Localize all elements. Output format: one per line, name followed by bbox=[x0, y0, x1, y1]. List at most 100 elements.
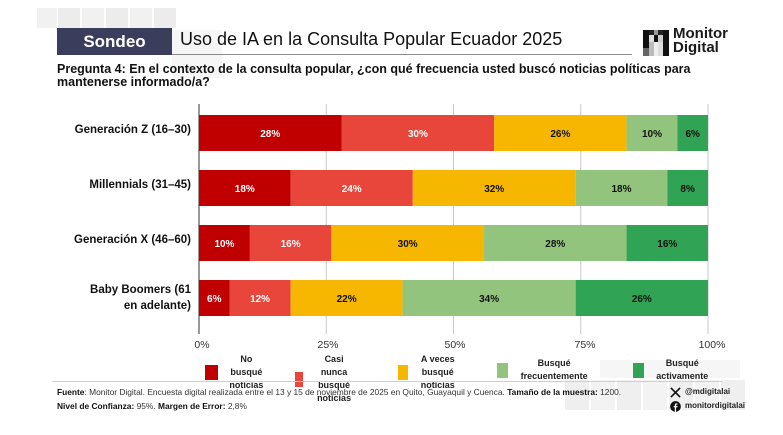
x-social-link[interactable]: @mdigitalai bbox=[670, 385, 745, 399]
x-tick-label: 25% bbox=[317, 339, 339, 351]
legend-swatch bbox=[398, 365, 408, 380]
bar-data-label: 26% bbox=[550, 129, 570, 140]
legend-label: No busqué bbox=[230, 354, 263, 377]
x-tick-label: 50% bbox=[444, 339, 466, 351]
bar-data-label: 16% bbox=[657, 239, 677, 250]
bar-segment bbox=[575, 170, 668, 206]
sample-label: Tamaño de la muestra: bbox=[507, 387, 598, 397]
error-label: Margen de Error: bbox=[158, 400, 226, 411]
x-tick-label: 0% bbox=[194, 339, 210, 351]
legend-swatch bbox=[497, 362, 509, 378]
bar-segment bbox=[290, 170, 413, 206]
footer-notes: Fuente: Monitor Digital. Encuesta digita… bbox=[57, 386, 657, 413]
error-value: 2,8% bbox=[227, 400, 247, 411]
category-label: Generación Z (16–30) bbox=[74, 124, 191, 136]
legend-label: Casi nunca busqué bbox=[318, 354, 351, 390]
bar-data-label: 18% bbox=[235, 184, 255, 195]
bar-data-label: 22% bbox=[337, 294, 357, 305]
legend-item-a-veces: A veces busqué noticias bbox=[398, 353, 458, 392]
confidence-value: 95%. bbox=[136, 400, 156, 411]
bar-segment bbox=[229, 280, 291, 316]
sondeo-badge: Sondeo bbox=[57, 28, 172, 55]
legend-item-activamente: Busqué activamente bbox=[633, 357, 711, 383]
footer-source-line: Fuente: Monitor Digital. Encuesta digita… bbox=[57, 386, 657, 400]
x-handle: @mdigitalai bbox=[685, 387, 731, 396]
bar-data-label: 24% bbox=[342, 184, 362, 195]
bar-segment bbox=[402, 280, 576, 316]
logo-mark-icon bbox=[643, 30, 669, 56]
bar-segment bbox=[494, 115, 627, 151]
bar-segment bbox=[199, 280, 230, 316]
legend-item-frecuentemente: Busqué frecuentemente bbox=[497, 357, 590, 383]
legend-label: noticias bbox=[420, 380, 455, 390]
bar-data-label: 30% bbox=[408, 129, 428, 140]
bar-data-label: 12% bbox=[250, 294, 270, 305]
legend-label: noticias bbox=[229, 380, 264, 390]
bar-segment bbox=[412, 170, 576, 206]
bar-segment bbox=[626, 225, 708, 261]
footer-divider bbox=[52, 381, 722, 382]
x-tick-label: 75% bbox=[574, 339, 596, 351]
bar-segment bbox=[249, 225, 332, 261]
category-label: Generación X (46–60) bbox=[74, 234, 191, 246]
legend-label: Busqué activamente bbox=[656, 358, 709, 381]
bar-data-label: 18% bbox=[611, 184, 631, 195]
category-label: Millennials (31–45) bbox=[89, 179, 191, 191]
category-label: Baby Boomers (61 en adelante) bbox=[90, 284, 191, 312]
legend-item-casi-nunca: Casi nunca busqué noticias bbox=[295, 353, 355, 405]
legend-label: A veces busqué bbox=[420, 354, 455, 377]
bar-data-label: 34% bbox=[479, 294, 499, 305]
logo-text: Monitor Digital bbox=[673, 25, 728, 56]
bar-segment bbox=[199, 170, 291, 206]
page-title: Uso de IA en la Consulta Popular Ecuador… bbox=[180, 29, 563, 49]
bar-data-label: 8% bbox=[680, 184, 695, 195]
bar-segment bbox=[341, 115, 495, 151]
facebook-social-link[interactable]: monitordigitalai bbox=[670, 399, 745, 413]
bar-data-label: 6% bbox=[686, 129, 701, 140]
bar-segment bbox=[575, 280, 708, 316]
legend-swatch bbox=[295, 371, 304, 387]
bar-data-label: 32% bbox=[484, 184, 504, 195]
x-tick-label: 100% bbox=[698, 339, 726, 351]
source-text: : Monitor Digital. Encuesta digital real… bbox=[84, 387, 505, 397]
facebook-logo-icon bbox=[670, 400, 681, 412]
bar-data-label: 16% bbox=[281, 239, 301, 250]
bar-segment bbox=[484, 225, 627, 261]
logo-line-2: Digital bbox=[673, 39, 719, 56]
source-label: Fuente bbox=[57, 387, 85, 397]
bar-data-label: 26% bbox=[632, 294, 652, 305]
legend-label: Busqué frecuentemente bbox=[520, 358, 588, 381]
title-underline bbox=[172, 54, 632, 55]
bar-row: 28% 30% 26% 10% 6% bbox=[199, 115, 708, 151]
bar-segment bbox=[290, 280, 403, 316]
bar-segment bbox=[199, 115, 342, 151]
footer-stats-line: Nivel de Confianza: 95%. Margen de Error… bbox=[57, 400, 657, 414]
logo-line-1: Monitor bbox=[673, 25, 728, 42]
bar-data-label: 28% bbox=[260, 129, 280, 140]
monitor-digital-logo: Monitor Digital bbox=[643, 25, 743, 58]
x-logo-icon bbox=[670, 386, 681, 398]
facebook-handle: monitordigitalai bbox=[685, 401, 745, 410]
bar-segment bbox=[331, 225, 485, 261]
bar-row: 10% 16% 30% 28% 16% bbox=[199, 225, 708, 261]
legend-item-no-busque: No busqué noticias bbox=[205, 353, 265, 392]
bar-row: 18% 24% 32% 18% 8% bbox=[199, 170, 708, 206]
bar-data-label: 10% bbox=[214, 239, 234, 250]
bar-row: 6% 12% 22% 34% 26% bbox=[199, 280, 708, 316]
bar-data-label: 30% bbox=[398, 239, 418, 250]
legend-label: noticias bbox=[317, 393, 352, 403]
legend-swatch bbox=[205, 365, 218, 380]
bar-data-label: 28% bbox=[545, 239, 565, 250]
bar-segment bbox=[667, 170, 708, 206]
legend-swatch bbox=[633, 362, 644, 378]
confidence-label: Nivel de Confianza: bbox=[57, 400, 135, 411]
bar-segment bbox=[677, 115, 708, 151]
bar-segment bbox=[199, 225, 250, 261]
sample-value: 1200. bbox=[600, 387, 622, 397]
bar-data-label: 10% bbox=[642, 129, 662, 140]
bar-data-label: 6% bbox=[207, 294, 222, 305]
social-handles: @mdigitalai monitordigitalai bbox=[670, 385, 745, 413]
bar-segment bbox=[626, 115, 678, 151]
